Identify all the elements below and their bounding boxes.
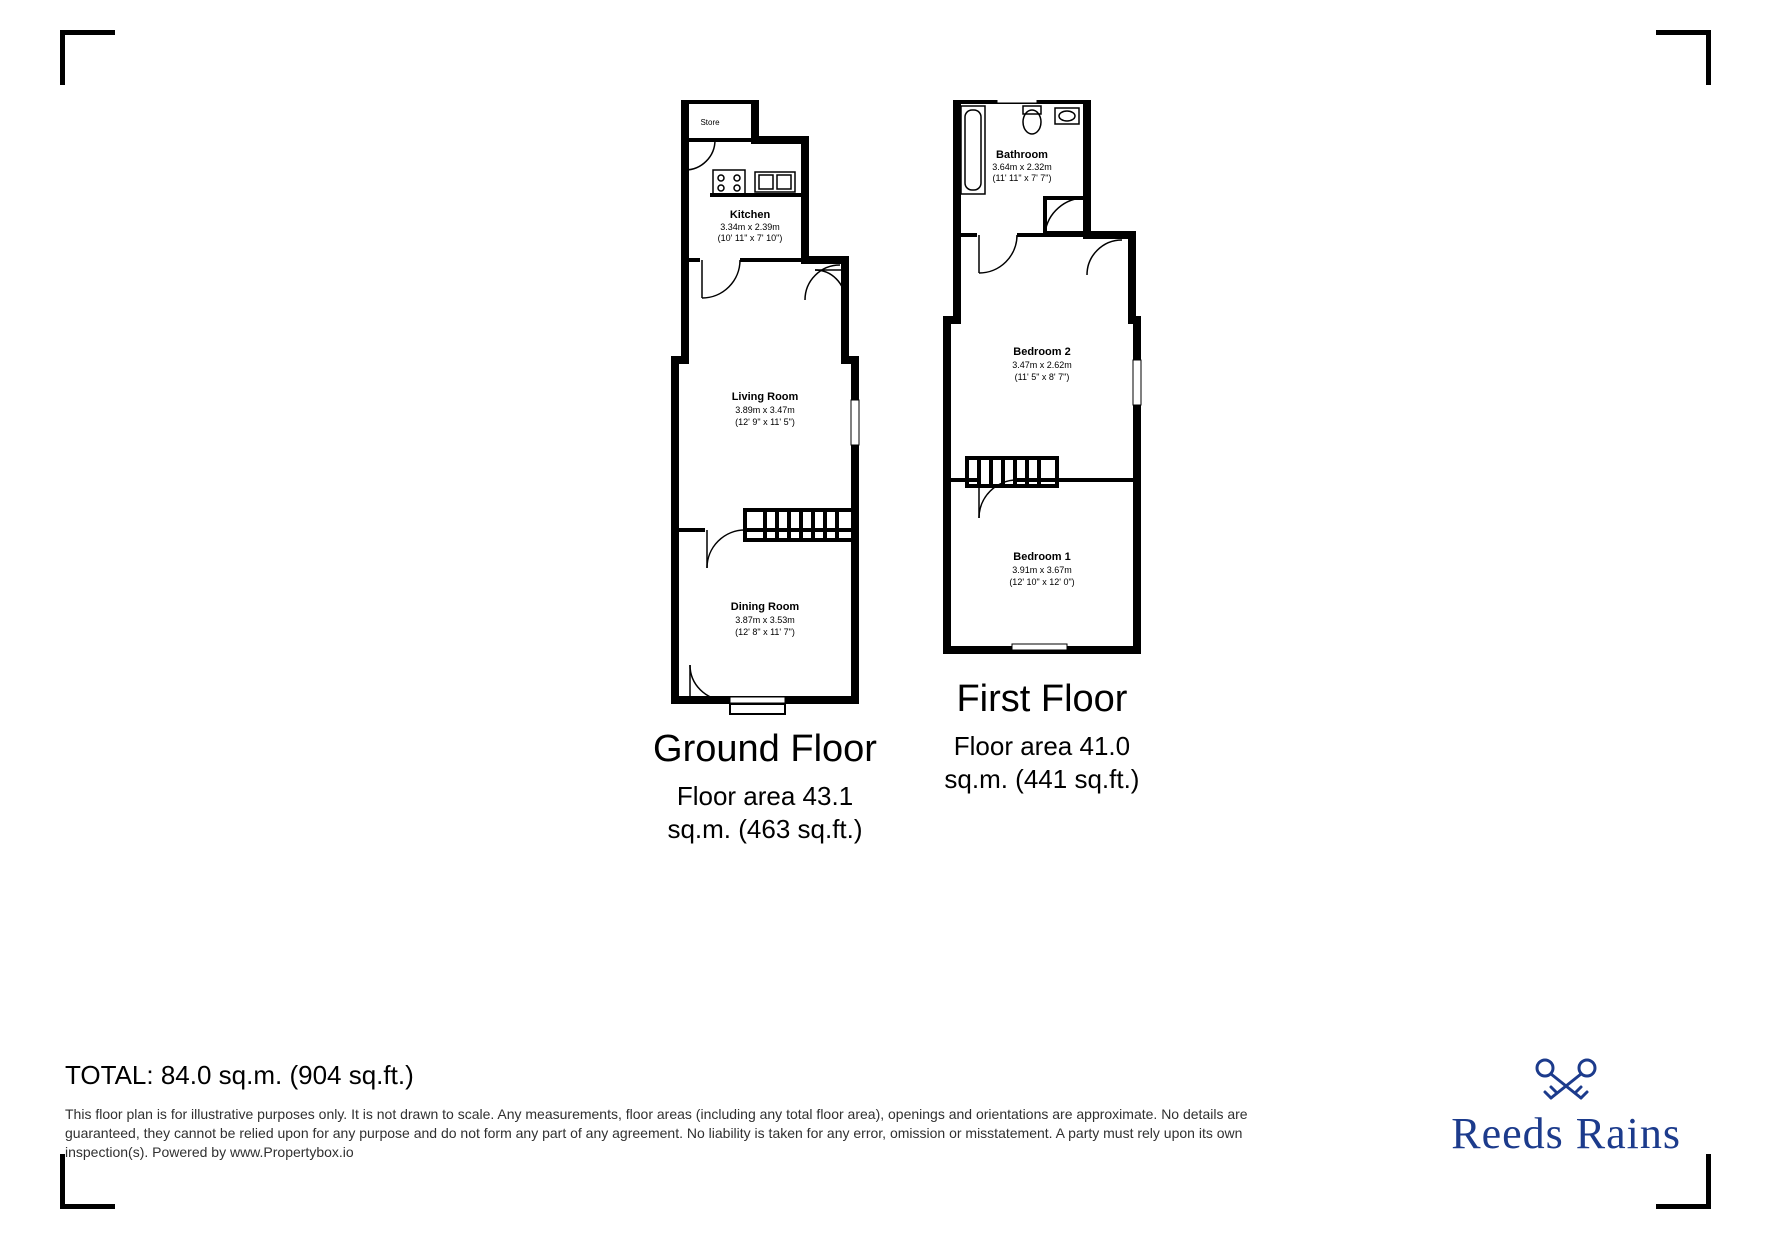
disclaimer-text: This floor plan is for illustrative purp… [65,1105,1305,1162]
ground-floor-plan: Store Kitchen 3.34m x 2.39m (10' 11" x 7… [655,100,875,720]
bed1-dims-imp: (12' 10" x 12' 0") [1009,577,1074,587]
kitchen-dims-imp: (10' 11" x 7' 10") [718,233,783,243]
living-dims-m: 3.89m x 3.47m [735,405,795,415]
store-label: Store [700,118,720,127]
crop-mark-top-right [1656,30,1711,85]
crossed-keys-icon [1531,1056,1601,1104]
bathroom-label: Bathroom [996,149,1048,161]
bed2-label: Bedroom 2 [1013,346,1070,358]
brand-block: Reeds Rains [1451,1056,1681,1159]
dining-dims-imp: (12' 8" x 11' 7") [735,627,795,637]
living-label: Living Room [732,391,799,403]
first-area-line1: Floor area 41.0 [954,731,1130,761]
dining-dims-m: 3.87m x 3.53m [735,615,795,625]
living-dims-imp: (12' 9" x 11' 5") [735,417,795,427]
ground-floor-area: Floor area 43.1 sq.m. (463 sq.ft.) [667,780,862,848]
first-area-line2: sq.m. (441 sq.ft.) [944,764,1139,794]
ground-area-line2: sq.m. (463 sq.ft.) [667,814,862,844]
first-floor-title: First Floor [956,678,1127,722]
ground-floor-title: Ground Floor [653,728,877,772]
bed2-dims-m: 3.47m x 2.62m [1012,360,1072,370]
dining-label: Dining Room [731,601,800,613]
ground-area-line1: Floor area 43.1 [677,781,853,811]
crop-mark-bottom-right [1656,1154,1711,1209]
floorplans-container: Store Kitchen 3.34m x 2.39m (10' 11" x 7… [450,100,1350,1000]
first-floor-area: Floor area 41.0 sq.m. (441 sq.ft.) [944,730,1139,798]
total-area: TOTAL: 84.0 sq.m. (904 sq.ft.) [65,1060,414,1091]
crop-mark-bottom-left [60,1154,115,1209]
bed1-dims-m: 3.91m x 3.67m [1012,565,1072,575]
bathroom-dims-m: 3.64m x 2.32m [992,162,1052,172]
bed1-label: Bedroom 1 [1013,551,1070,563]
bed2-dims-imp: (11' 5" x 8' 7") [1015,372,1070,382]
ground-floor-column: Store Kitchen 3.34m x 2.39m (10' 11" x 7… [653,100,877,1000]
brand-name: Reeds Rains [1451,1108,1681,1159]
kitchen-dims-m: 3.34m x 2.39m [720,222,780,232]
bathroom-dims-imp: (11' 11" x 7' 7") [992,173,1051,183]
first-floor-column: Bathroom 3.64m x 2.32m (11' 11" x 7' 7")… [937,100,1147,1000]
kitchen-label: Kitchen [730,209,771,221]
crop-mark-top-left [60,30,115,85]
first-floor-plan: Bathroom 3.64m x 2.32m (11' 11" x 7' 7")… [937,100,1147,670]
